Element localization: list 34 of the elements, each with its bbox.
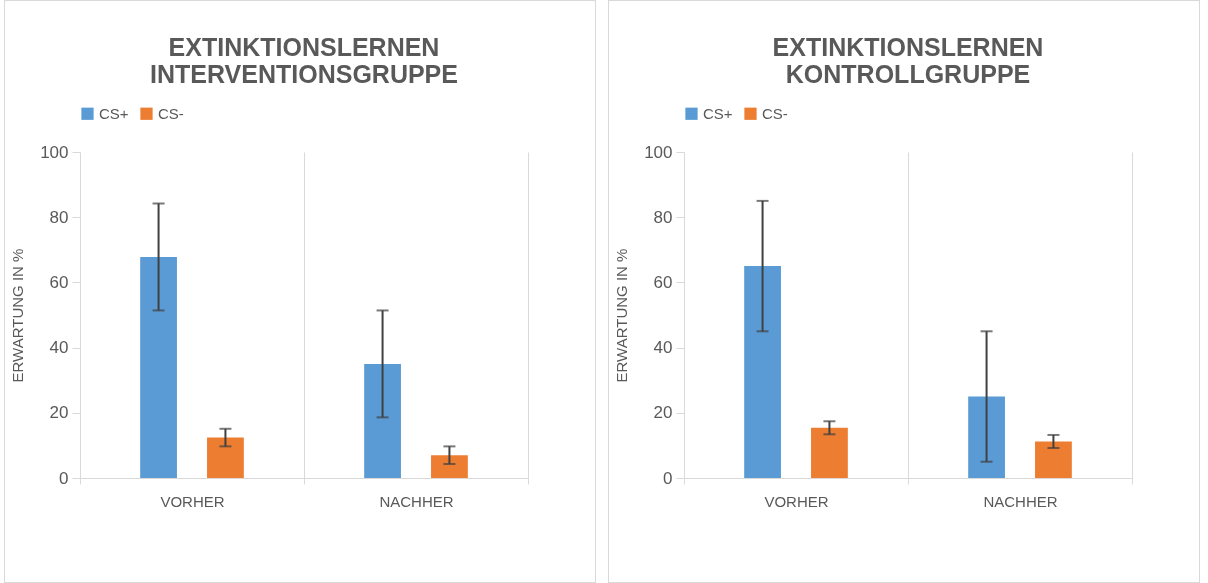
y-axis-title: ERWARTUNG IN % [9,248,27,383]
x-tick-label: VORHER [160,492,225,510]
x-tick-label: NACHHER [379,492,454,510]
y-tick-label: 60 [653,272,673,292]
y-tick-label: 60 [49,272,69,292]
text: EXTINKTIONSLERNEN [168,33,440,61]
x-tick-label: NACHHER [983,492,1058,510]
legend-label: CS- [762,104,788,122]
legend-label: CS+ [99,104,129,122]
y-tick-label: 80 [49,207,69,227]
y-axis-title: ERWARTUNG IN % [613,248,631,383]
y-tick-label: 20 [49,403,69,423]
bar [431,455,468,478]
bar [364,363,401,478]
y-tick-label: 100 [644,142,673,162]
y-tick-label: 40 [49,338,69,358]
bar [811,427,848,478]
text: INTERVENTIONSGRUPPE [150,60,458,88]
bar [140,256,177,478]
y-tick-label: 0 [663,468,673,488]
y-tick-label: 0 [59,468,69,488]
y-tick-label: 100 [40,142,69,162]
bar [968,396,1005,478]
bar [1035,441,1072,478]
legend-label: CS- [158,104,184,122]
x-tick-label: VORHER [764,492,829,510]
text: EXTINKTIONSLERNEN [772,33,1044,61]
y-tick-label: 20 [653,403,673,423]
y-tick-label: 80 [653,207,673,227]
y-tick-label: 40 [653,338,673,358]
text: KONTROLLGRUPPE [785,60,1031,88]
legend-label: CS+ [703,104,733,122]
bar [744,266,781,478]
bar [207,437,244,478]
